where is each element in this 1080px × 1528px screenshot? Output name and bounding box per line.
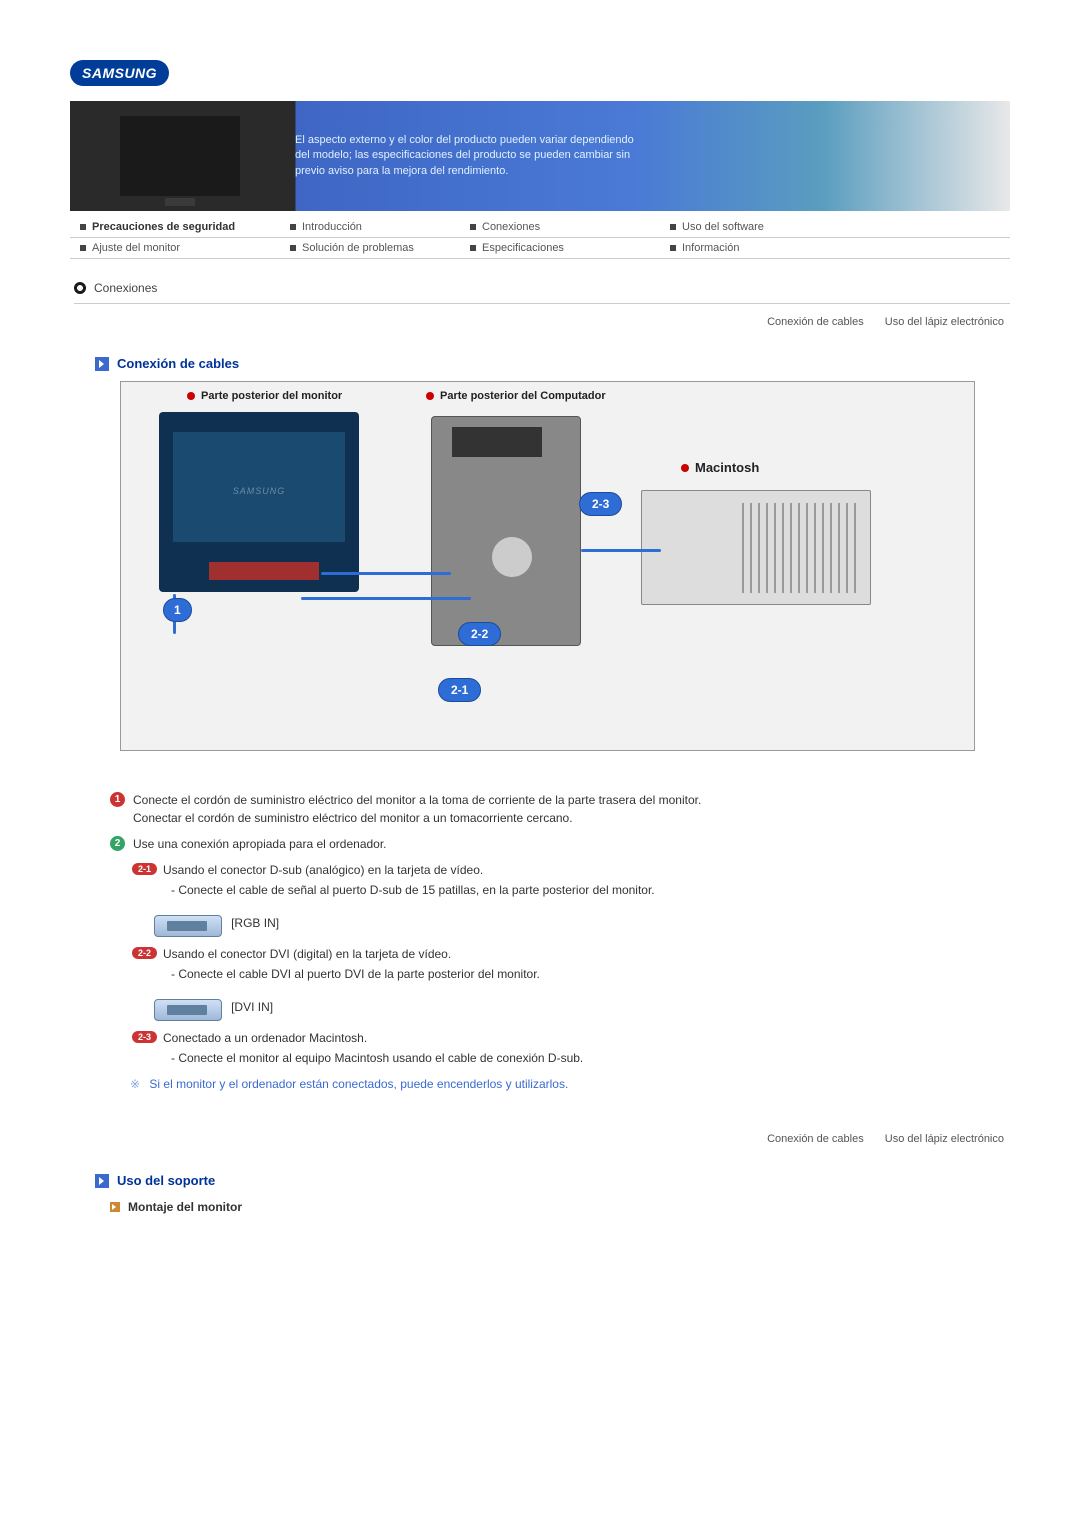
pill-2-1: 2-1 xyxy=(132,863,157,875)
nav-label: Precauciones de seguridad xyxy=(92,221,235,233)
rgb-port-icon xyxy=(154,915,222,937)
subsection-arrow-icon xyxy=(110,1202,120,1212)
section-arrow-icon xyxy=(95,1174,109,1188)
nav-precauciones[interactable]: Precauciones de seguridad xyxy=(70,221,290,233)
instructions-block: 1 Conecte el cordón de suministro eléctr… xyxy=(70,791,1010,1121)
inst-2-3-detail: - Conecte el monitor al equipo Macintosh… xyxy=(163,1049,583,1067)
sublink-cables-bottom[interactable]: Conexión de cables xyxy=(767,1133,864,1145)
hero-banner: El aspecto externo y el color del produc… xyxy=(70,101,1010,211)
dvi-port-icon xyxy=(154,999,222,1021)
diagram-monitor-brand: SAMSUNG xyxy=(233,486,286,496)
connection-diagram: Parte posterior del monitor Parte poster… xyxy=(120,381,975,751)
nav-conexiones[interactable]: Conexiones xyxy=(470,221,670,233)
cable-line xyxy=(581,549,661,552)
inst-2-2-detail: - Conecte el cable DVI al puerto DVI de … xyxy=(163,965,540,983)
nav-row-1: Precauciones de seguridad Introducción C… xyxy=(70,217,1010,238)
inst-2-1-detail: - Conecte el cable de señal al puerto D-… xyxy=(163,881,655,899)
footnote: ※ Si el monitor y el ordenador están con… xyxy=(130,1077,970,1091)
nav-problemas[interactable]: Solución de problemas xyxy=(290,242,470,254)
diagram-label-mac: Macintosh xyxy=(681,460,759,475)
diagram-mac xyxy=(641,490,871,605)
section-conexion-cables: Conexión de cables xyxy=(95,356,1010,371)
nav-label: Solución de problemas xyxy=(302,242,414,254)
nav-introduccion[interactable]: Introducción xyxy=(290,221,470,233)
section-title-text-2: Uso del soporte xyxy=(117,1173,215,1188)
breadcrumb-conexiones: Conexiones xyxy=(74,281,1010,295)
nav-label: Introducción xyxy=(302,221,362,233)
instruction-2-2: 2-2 Usando el conector DVI (digital) en … xyxy=(132,945,970,983)
sublink-cables[interactable]: Conexión de cables xyxy=(767,316,864,328)
instruction-2: 2 Use una conexión apropiada para el ord… xyxy=(110,835,970,853)
port-dvi-row: [DVI IN] xyxy=(110,989,970,1025)
nav-label: Uso del software xyxy=(682,221,764,233)
breadcrumb-label: Conexiones xyxy=(94,281,157,295)
inst-2-2-text: Usando el conector DVI (digital) en la t… xyxy=(163,947,451,961)
nav-software[interactable]: Uso del software xyxy=(670,221,850,233)
nav-row-2: Ajuste del monitor Solución de problemas… xyxy=(70,238,1010,259)
nav-label: Ajuste del monitor xyxy=(92,242,180,254)
callout-2-3: 2-3 xyxy=(579,492,622,516)
instruction-2-3: 2-3 Conectado a un ordenador Macintosh. … xyxy=(132,1029,970,1067)
nav-label: Información xyxy=(682,242,739,254)
subsection-montaje: Montaje del monitor xyxy=(110,1200,1010,1214)
instruction-2-1: 2-1 Usando el conector D-sub (analógico)… xyxy=(132,861,970,899)
port-rgb-row: [RGB IN] xyxy=(110,905,970,941)
nav-label: Conexiones xyxy=(482,221,540,233)
nav-especificaciones[interactable]: Especificaciones xyxy=(470,242,670,254)
diagram-label-computer: Parte posterior del Computador xyxy=(426,390,606,402)
callout-2-2: 2-2 xyxy=(458,622,501,646)
asterisk-icon: ※ xyxy=(130,1077,140,1091)
callout-2-1: 2-1 xyxy=(438,678,481,702)
inst-2-3-text: Conectado a un ordenador Macintosh. xyxy=(163,1031,367,1045)
dvi-port-label: [DVI IN] xyxy=(231,1000,273,1014)
logo: SAMSUNG xyxy=(70,60,1010,86)
callout-1: 1 xyxy=(163,598,192,622)
diagram-label-monitor: Parte posterior del monitor xyxy=(187,390,342,402)
diagram-pc xyxy=(431,416,581,646)
circle-icon xyxy=(74,282,86,294)
red-dot-icon xyxy=(681,464,689,472)
cable-line xyxy=(301,597,471,600)
sub-links-bottom: Conexión de cables Uso del lápiz electró… xyxy=(70,1121,1010,1163)
nav-label: Especificaciones xyxy=(482,242,564,254)
diagram-monitor: SAMSUNG xyxy=(159,412,359,592)
instruction-1-text: Conecte el cordón de suministro eléctric… xyxy=(133,791,701,827)
section-uso-soporte: Uso del soporte xyxy=(95,1173,1010,1188)
inst-2-1-text: Usando el conector D-sub (analógico) en … xyxy=(163,863,483,877)
instruction-2-text: Use una conexión apropiada para el orden… xyxy=(133,835,387,853)
sublink-lapiz[interactable]: Uso del lápiz electrónico xyxy=(885,316,1004,328)
hero-text: El aspecto externo y el color del produc… xyxy=(295,133,635,179)
circle-num-1: 1 xyxy=(110,792,125,807)
diagram-monitor-ports xyxy=(209,562,319,580)
red-dot-icon xyxy=(187,392,195,400)
hero-monitor-image xyxy=(120,116,240,196)
logo-text: SAMSUNG xyxy=(70,60,169,86)
nav-ajuste[interactable]: Ajuste del monitor xyxy=(70,242,290,254)
pill-2-3: 2-3 xyxy=(132,1031,157,1043)
cable-line xyxy=(321,572,451,575)
subsection-text: Montaje del monitor xyxy=(128,1200,242,1214)
red-dot-icon xyxy=(426,392,434,400)
pill-2-2: 2-2 xyxy=(132,947,157,959)
footnote-text: Si el monitor y el ordenador están conec… xyxy=(149,1077,568,1091)
section-title-text: Conexión de cables xyxy=(117,356,239,371)
sub-links-top: Conexión de cables Uso del lápiz electró… xyxy=(70,304,1010,346)
sublink-lapiz-bottom[interactable]: Uso del lápiz electrónico xyxy=(885,1133,1004,1145)
section-arrow-icon xyxy=(95,357,109,371)
instruction-1: 1 Conecte el cordón de suministro eléctr… xyxy=(110,791,970,827)
circle-num-2: 2 xyxy=(110,836,125,851)
nav-informacion[interactable]: Información xyxy=(670,242,850,254)
rgb-port-label: [RGB IN] xyxy=(231,916,279,930)
